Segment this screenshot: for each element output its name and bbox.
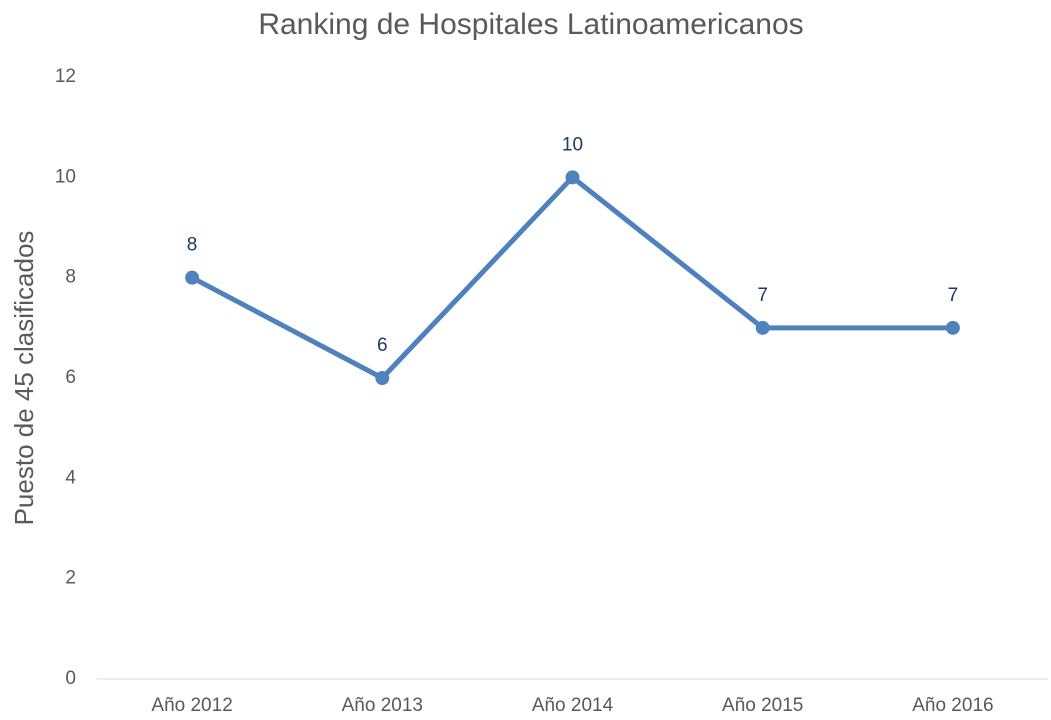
chart-title: Ranking de Hospitales Latinoamericanos [258,8,803,41]
marker [945,320,960,335]
y-tick-label: 10 [55,166,76,187]
y-tick-label: 6 [65,367,76,388]
x-tick-label: Año 2014 [532,695,614,716]
data-label: 6 [377,335,388,356]
y-tick-label: 2 [65,568,76,589]
data-label: 7 [948,285,959,306]
y-tick-label: 12 [55,66,76,87]
marker [185,270,200,285]
y-tick-label: 8 [65,267,76,288]
x-tick-label: Año 2015 [722,695,803,716]
marker [755,320,770,335]
x-tick-label: Año 2016 [912,695,993,716]
line-series [190,174,953,381]
marker [565,170,580,185]
y-axis-label: Puesto de 45 clasificados [9,231,39,526]
data-label: 8 [187,235,198,256]
x-tick-label: Año 2013 [342,695,423,716]
marker [375,371,390,385]
data-label: 10 [562,134,583,155]
x-tick-label: Año 2012 [151,695,232,716]
data-label: 7 [757,285,768,306]
y-tick-label: 4 [65,467,76,488]
y-tick-label: 0 [65,668,76,689]
